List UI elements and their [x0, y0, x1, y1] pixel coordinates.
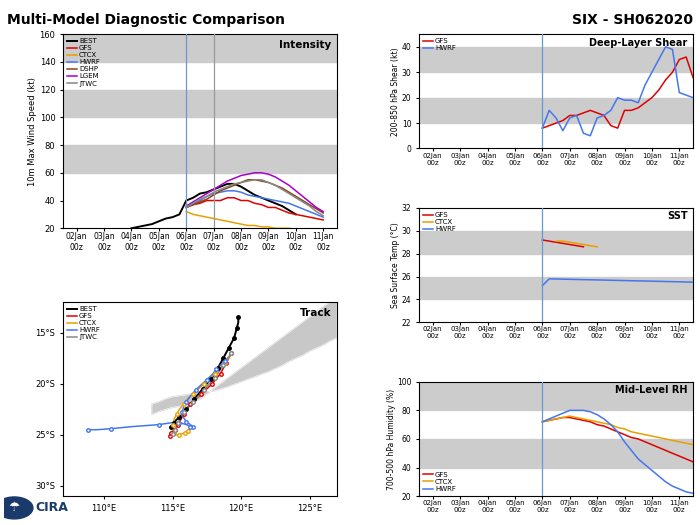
Bar: [419, 277, 693, 299]
Text: ☂: ☂: [8, 501, 20, 514]
Y-axis label: Sea Surface Temp (°C): Sea Surface Temp (°C): [391, 222, 400, 308]
Legend: BEST, GFS, CTCX, HWRF, DSHP, LGEM, JTWC: BEST, GFS, CTCX, HWRF, DSHP, LGEM, JTWC: [66, 38, 101, 87]
Legend: GFS, CTCX, HWRF: GFS, CTCX, HWRF: [423, 212, 456, 233]
Legend: GFS, HWRF: GFS, HWRF: [423, 38, 456, 52]
Circle shape: [0, 497, 33, 519]
Text: SST: SST: [667, 212, 687, 222]
Legend: BEST, GFS, CTCX, HWRF, JTWC: BEST, GFS, CTCX, HWRF, JTWC: [66, 306, 101, 341]
Text: CIRA: CIRA: [36, 501, 68, 514]
Bar: [63, 34, 337, 62]
Text: Mid-Level RH: Mid-Level RH: [615, 385, 687, 395]
Bar: [419, 98, 693, 123]
Text: Intensity: Intensity: [279, 40, 331, 50]
Text: Multi-Model Diagnostic Comparison: Multi-Model Diagnostic Comparison: [7, 13, 285, 27]
Bar: [419, 382, 693, 411]
Text: Deep-Layer Shear: Deep-Layer Shear: [589, 38, 687, 48]
Y-axis label: 200-850 hPa Shear (kt): 200-850 hPa Shear (kt): [391, 47, 400, 135]
Text: Track: Track: [300, 308, 331, 318]
Polygon shape: [152, 302, 337, 414]
Y-axis label: 700-500 hPa Humidity (%): 700-500 hPa Humidity (%): [386, 388, 395, 489]
Bar: [63, 145, 337, 173]
Bar: [63, 90, 337, 117]
Bar: [419, 47, 693, 72]
Bar: [419, 439, 693, 468]
Legend: GFS, CTCX, HWRF: GFS, CTCX, HWRF: [423, 471, 456, 492]
Y-axis label: 10m Max Wind Speed (kt): 10m Max Wind Speed (kt): [28, 77, 36, 186]
Bar: [419, 231, 693, 254]
Text: SIX - SH062020: SIX - SH062020: [572, 13, 693, 27]
